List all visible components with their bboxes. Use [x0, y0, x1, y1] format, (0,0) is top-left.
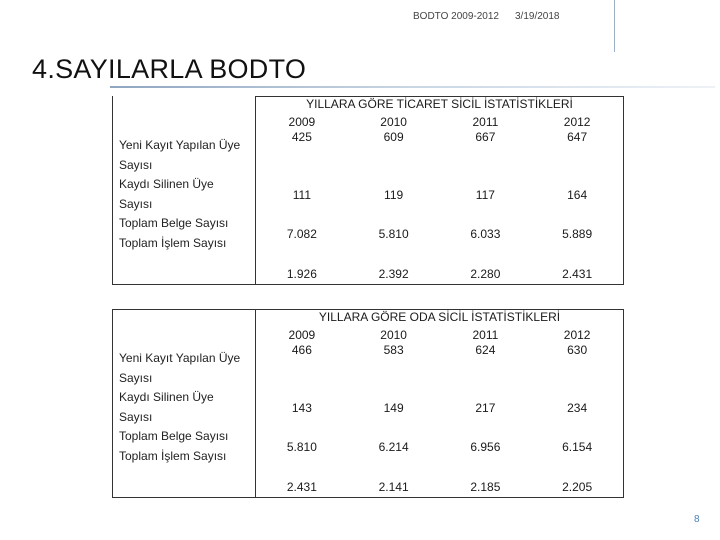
row-label-column: Yeni Kayıt Yapılan Üye Sayısı Kaydı Sili… — [112, 96, 256, 285]
year-header: 2012 — [563, 327, 591, 342]
year-header-row: 2009 2010 2011 2012 — [256, 326, 623, 346]
cell-value: 149 — [383, 400, 404, 415]
cell-value: 5.889 — [562, 227, 593, 241]
table-row: 425 609 667 647 — [256, 128, 623, 148]
cell-value: 2.431 — [286, 479, 317, 494]
row-label: Yeni Kayıt Yapılan Üye Sayısı — [119, 351, 241, 385]
cell-value: 2.205 — [562, 479, 593, 494]
row-label: Yeni Kayıt Yapılan Üye Sayısı — [119, 138, 241, 172]
cell-value: 234 — [567, 400, 588, 415]
year-header: 2009 — [288, 327, 316, 342]
cell-value: 667 — [475, 130, 496, 144]
slide-title: 4.SAYILARLA BODTO — [32, 54, 307, 84]
chamber-registry-table: Yeni Kayıt Yapılan Üye Sayısı Kaydı Sili… — [112, 309, 624, 498]
cell-value: 6.033 — [470, 227, 501, 241]
cell-value: 624 — [475, 343, 496, 357]
cell-value: 609 — [383, 130, 404, 144]
header-divider — [614, 0, 615, 52]
table-row: 1.926 2.392 2.280 2.431 — [256, 265, 623, 285]
row-label: Toplam İşlem Sayısı — [119, 235, 227, 250]
cell-value: 117 — [475, 187, 495, 202]
table-caption: YILLARA GÖRE TİCARET SİCİL İSTATİSTİKLER… — [306, 97, 573, 111]
year-header: 2009 — [288, 114, 316, 129]
cell-value: 630 — [567, 343, 588, 357]
cell-value: 143 — [291, 400, 312, 415]
cell-value: 2.185 — [470, 479, 501, 494]
year-header: 2012 — [563, 114, 591, 129]
cell-value: 425 — [291, 130, 312, 144]
cell-value: 2.280 — [470, 266, 501, 281]
year-header: 2011 — [472, 114, 499, 129]
table-row: 111 119 117 164 — [256, 186, 623, 206]
values-column: YILLARA GÖRE TİCARET SİCİL İSTATİSTİKLER… — [255, 96, 624, 285]
table-row: 5.810 6.214 6.956 6.154 — [256, 438, 623, 458]
trade-registry-table: Yeni Kayıt Yapılan Üye Sayısı Kaydı Sili… — [112, 96, 624, 285]
table-row: 143 149 217 234 — [256, 399, 623, 419]
cell-value: 111 — [292, 187, 311, 202]
cell-value: 6.214 — [378, 440, 409, 454]
row-label: Toplam Belge Sayısı — [119, 216, 229, 230]
cell-value: 164 — [567, 187, 588, 202]
cell-value: 647 — [567, 130, 588, 144]
table-row: 7.082 5.810 6.033 5.889 — [256, 225, 623, 245]
cell-value: 2.392 — [378, 266, 409, 281]
cell-value: 6.154 — [562, 440, 593, 454]
year-header: 2010 — [380, 327, 407, 342]
cell-value: 2.431 — [562, 266, 593, 281]
row-label: Toplam İşlem Sayısı — [119, 448, 227, 463]
row-label: Kaydı Silinen Üye Sayısı — [119, 177, 214, 211]
page-number: 8 — [694, 514, 700, 525]
row-label-column: Yeni Kayıt Yapılan Üye Sayısı Kaydı Sili… — [112, 309, 256, 498]
year-header-row: 2009 2010 2011 2012 — [256, 113, 623, 133]
cell-value: 583 — [383, 343, 404, 357]
table-row: 2.431 2.141 2.185 2.205 — [256, 478, 623, 498]
values-column: YILLARA GÖRE ODA SİCİL İSTATİSTİKLERİ 20… — [255, 309, 624, 498]
cell-value: 7.082 — [286, 227, 317, 241]
cell-value: 1.926 — [286, 266, 317, 281]
cell-value: 466 — [291, 343, 312, 357]
year-header: 2010 — [380, 114, 407, 129]
table-caption: YILLARA GÖRE ODA SİCİL İSTATİSTİKLERİ — [318, 310, 561, 324]
cell-value: 6.956 — [470, 440, 501, 454]
row-label: Kaydı Silinen Üye Sayısı — [119, 390, 214, 424]
table-row: 466 583 624 630 — [256, 341, 623, 361]
document-title: BODTO 2009-2012 — [413, 11, 499, 22]
cell-value: 2.141 — [378, 479, 409, 494]
cell-value: 119 — [384, 187, 404, 202]
cell-value: 5.810 — [378, 227, 409, 241]
title-underline — [110, 86, 715, 88]
cell-value: 5.810 — [286, 440, 317, 454]
document-date: 3/19/2018 — [515, 11, 560, 22]
year-header: 2011 — [472, 327, 499, 342]
row-label: Toplam Belge Sayısı — [119, 429, 229, 443]
cell-value: 217 — [475, 400, 496, 415]
